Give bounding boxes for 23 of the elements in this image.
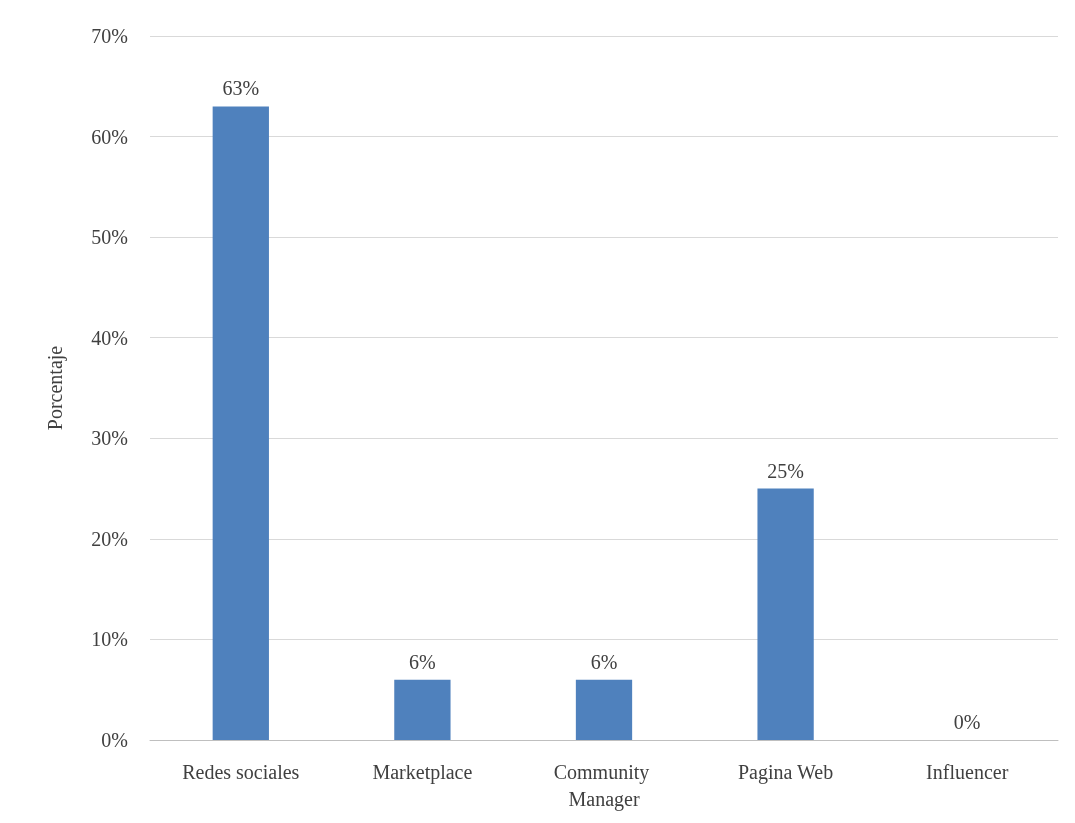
y-tick-label: 10% — [91, 628, 128, 651]
y-tick-label: 50% — [91, 226, 128, 249]
y-tick-label: 40% — [91, 326, 128, 349]
data-label: 6% — [590, 650, 618, 673]
bar — [757, 488, 814, 740]
y-tick-label: 0% — [101, 729, 128, 751]
x-tick-label: Redes sociales — [182, 760, 300, 783]
y-axis-title: Porcentaje — [44, 345, 67, 431]
bar — [212, 106, 269, 740]
data-label: 0% — [953, 711, 981, 733]
x-tick-label: Marketplace — [372, 760, 473, 784]
x-tick-label: Pagina Web — [737, 760, 834, 784]
data-label: 25% — [767, 459, 804, 482]
y-tick-label: 30% — [91, 427, 128, 450]
x-tick-label: Influencer — [926, 760, 1009, 783]
bar — [575, 679, 633, 740]
bar — [394, 679, 451, 740]
y-tick-label: 60% — [91, 125, 128, 148]
y-tick-label: 70% — [91, 25, 128, 47]
data-label: 63% — [222, 77, 260, 100]
y-tick-label: 20% — [91, 527, 128, 550]
data-label: 6% — [409, 650, 436, 673]
x-tick-label: Community Manager — [553, 760, 655, 811]
